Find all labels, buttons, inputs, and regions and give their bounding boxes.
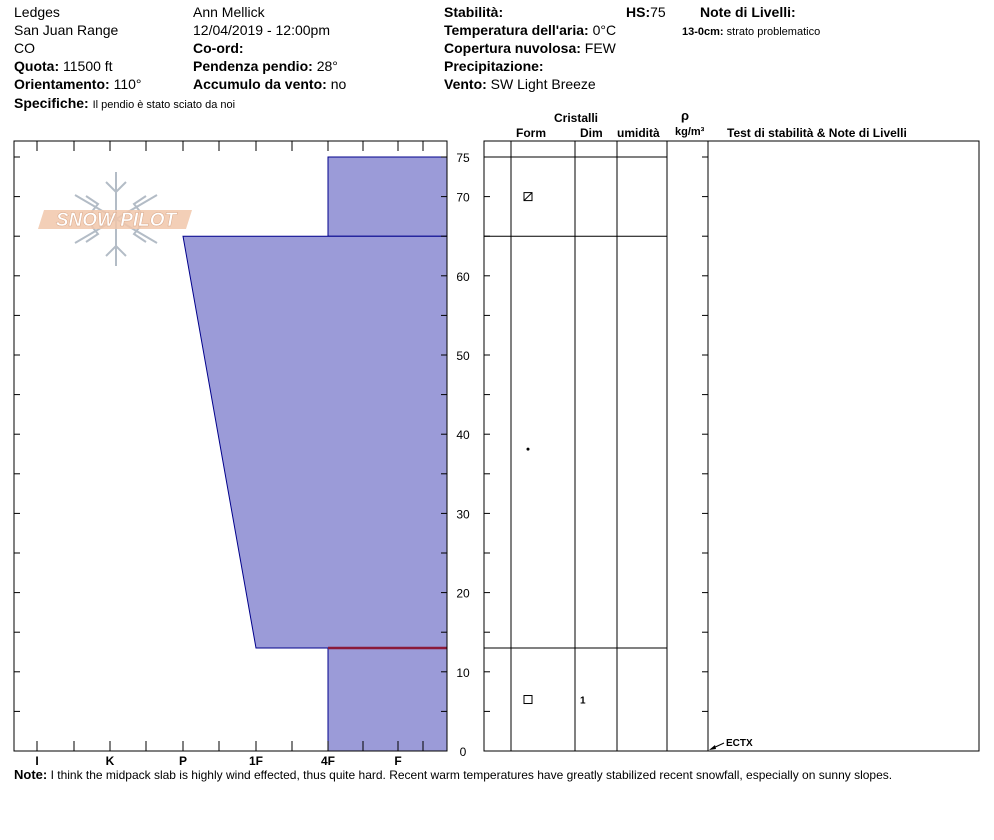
rho-header: ρ: [681, 108, 690, 123]
faceted-rounded-grain-slash: [523, 192, 533, 201]
specifiche-value: Il pendio è stato sciato da noi: [92, 99, 236, 111]
grain-size-value: 1: [580, 696, 586, 707]
accumulo-row: Accumulo da vento: no: [193, 76, 346, 92]
observer-name: Ann Mellick: [193, 4, 265, 20]
hardness-layer-1: [327, 156, 448, 237]
faceted-rounded-grain-icon: [523, 192, 533, 202]
x-tick-label: P: [179, 754, 187, 768]
density-unit-header: kg/m³: [675, 126, 705, 138]
test-pointer-arrow: [709, 745, 716, 750]
footer-note-text: I think the midpack slab is highly wind …: [50, 768, 893, 782]
pendenza-row: Pendenza pendio: 28°: [193, 58, 338, 74]
note-livelli-range: 13-0cm:: [682, 26, 724, 38]
y-tick-label: 40: [456, 428, 470, 442]
x-tick-label: I: [35, 754, 38, 768]
y-tick-label: 60: [456, 270, 470, 284]
snowpilot-logo: SNOW PILOT: [38, 172, 192, 266]
precip-label: Precipitazione:: [444, 58, 544, 74]
y-tick-label: 0: [460, 745, 467, 759]
temp-label: Temperatura dell'aria:: [444, 22, 589, 38]
hs-value: 75: [650, 4, 666, 20]
hardness-layer-3: [327, 647, 448, 752]
quota-label: Quota:: [14, 58, 60, 74]
y-tick-label: 30: [456, 507, 470, 521]
note-livelli-label: Note di Livelli:: [700, 4, 796, 20]
test-notes-header: Test di stabilità & Note di Livelli: [727, 126, 907, 140]
pendenza-label: Pendenza pendio:: [193, 58, 313, 74]
umidita-header: umidità: [617, 126, 660, 140]
note-livelli-value: strato problematico: [726, 26, 821, 38]
specifiche-row: Specifiche: Il pendio è stato sciato da …: [14, 95, 235, 113]
pendenza-value: 28°: [316, 58, 338, 74]
footer-note: Note: I think the midpack slab is highly…: [14, 767, 892, 782]
faceted-grain-icon: [523, 695, 533, 705]
note-livelli-row: 13-0cm: strato problematico: [682, 24, 820, 40]
accumulo-value: no: [330, 76, 347, 92]
x-tick-label: K: [106, 754, 115, 768]
y-tick-label: 50: [456, 349, 470, 363]
temp-row: Temperatura dell'aria: 0°C: [444, 22, 616, 38]
cristalli-header: Cristalli: [554, 111, 599, 125]
quota-row: Quota: 11500 ft: [14, 58, 113, 74]
crystal-table-frame: [483, 140, 980, 752]
orient-label: Orientamento:: [14, 76, 110, 92]
stabilita-label: Stabilità:: [444, 4, 504, 20]
copertura-value: FEW: [584, 40, 616, 56]
hs-label: HS:: [626, 4, 651, 20]
logo-text: SNOW PILOT: [56, 210, 178, 231]
x-tick-label: 4F: [321, 754, 335, 768]
vento-label: Vento:: [444, 76, 487, 92]
x-tick-label: F: [394, 754, 401, 768]
logo-banner: [38, 210, 192, 229]
orient-value: 110°: [113, 76, 142, 92]
orient-row: Orientamento: 110°: [14, 76, 142, 92]
hardness-layer-2: [182, 235, 448, 649]
vento-row: Vento: SW Light Breeze: [444, 76, 596, 92]
hs-row: HS:75: [626, 4, 666, 20]
observation-datetime: 12/04/2019 - 12:00pm: [193, 22, 330, 38]
range-name: San Juan Range: [14, 22, 119, 38]
quota-value: 11500 ft: [63, 58, 113, 74]
specifiche-label: Specifiche:: [14, 95, 89, 111]
vento-value: SW Light Breeze: [490, 76, 596, 92]
y-tick-label: 70: [456, 191, 470, 205]
y-tick-label: 20: [456, 587, 470, 601]
accumulo-label: Accumulo da vento:: [193, 76, 327, 92]
dim-header: Dim: [580, 126, 603, 140]
copertura-label: Copertura nuvolosa:: [444, 40, 581, 56]
precipitation-particle-icon: [526, 447, 530, 451]
coord-label: Co-ord:: [193, 40, 244, 56]
y-tick-label: 75: [456, 151, 470, 165]
form-header: Form: [516, 126, 546, 140]
footer-note-label: Note:: [14, 767, 48, 782]
copertura-row: Copertura nuvolosa: FEW: [444, 40, 616, 56]
stability-test-label: ECTX: [726, 738, 753, 749]
state-name: CO: [14, 40, 35, 56]
hardness-plot-frame: [13, 140, 448, 752]
temp-value: 0°C: [592, 22, 617, 38]
x-tick-label: 1F: [249, 754, 263, 768]
location-name: Ledges: [14, 4, 60, 20]
y-tick-label: 10: [456, 666, 470, 680]
